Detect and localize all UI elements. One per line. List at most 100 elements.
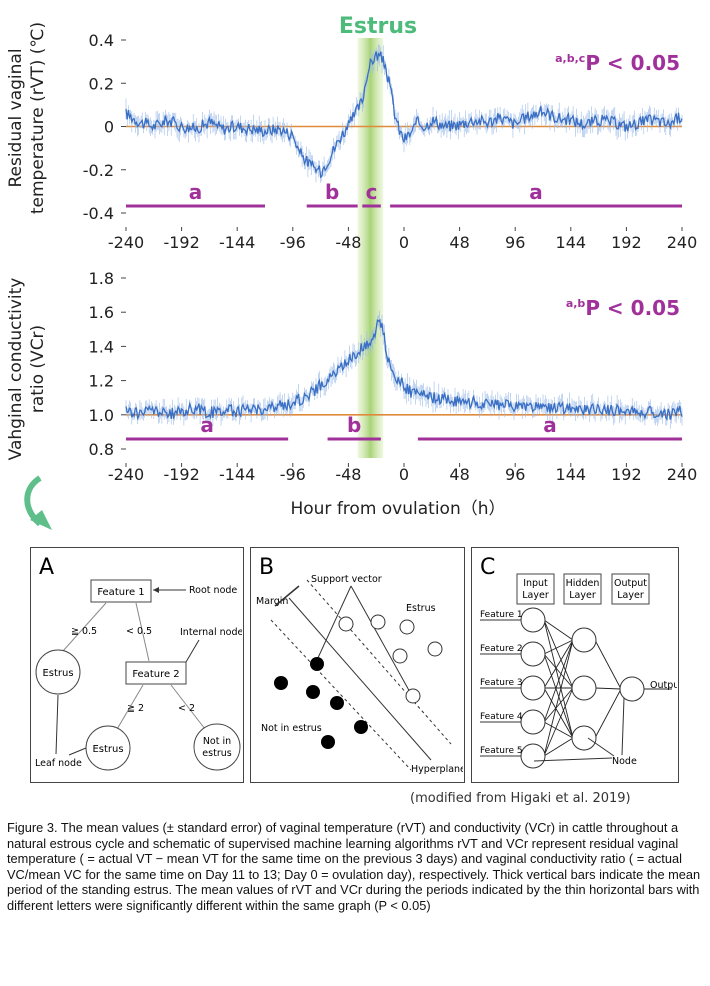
- edge: [594, 687, 622, 690]
- panel-svm: B Support vector Margin Estrus Not in es…: [250, 547, 466, 783]
- feature-label: Feature 2: [480, 644, 523, 654]
- significance-letter: b: [325, 180, 339, 204]
- significance-letter: b: [347, 413, 361, 437]
- hidden-node: [571, 725, 597, 751]
- edge: [543, 639, 574, 655]
- x-tick-label: 96: [505, 233, 525, 252]
- hidden-layer-label: Hidden: [566, 578, 600, 589]
- input-layer-label: Input: [523, 578, 548, 589]
- margin-arrow-icon: [274, 585, 300, 607]
- vcr-ylabel-line2: ratio (VCr): [28, 325, 48, 413]
- feature-label: Feature 1: [480, 610, 523, 620]
- output-node: [619, 676, 645, 702]
- hyperplane-line: [288, 597, 432, 761]
- significance-letter: c: [366, 180, 378, 204]
- vcr-ylabel-line1: Vahginal conductivity: [6, 278, 26, 461]
- y-tick-label: 1.6: [89, 303, 114, 322]
- vcr-chart: 0.8 1.0 1.2 1.4 1.6 1.8 -240 -192 -144 -96 -48 0 48 9…: [89, 269, 698, 484]
- y-tick-label: 1.0: [89, 406, 114, 425]
- x-tick-label: -96: [280, 465, 306, 484]
- curved-arrow-head-icon: [30, 510, 52, 530]
- feature1-label: Feature 1: [97, 587, 144, 598]
- edge: [594, 639, 622, 690]
- rvt-pvalue: a,b,cP < 0.05: [555, 51, 680, 75]
- input-node: [520, 675, 546, 701]
- feature1-node: [90, 579, 152, 603]
- internal-node-label: Internal node: [180, 627, 242, 638]
- arrowhead-icon: [153, 587, 159, 593]
- internal-node-arrow-icon: [185, 639, 200, 663]
- x-tick-label: -192: [163, 233, 199, 252]
- edge: [594, 688, 622, 739]
- significance-letter: a: [189, 180, 203, 204]
- network-nodes: [520, 607, 645, 769]
- estrus-title: Estrus: [339, 14, 417, 39]
- edge: [543, 653, 574, 739]
- not-in-estrus-leaf: [193, 723, 241, 771]
- edge-line: [170, 684, 206, 730]
- edge: [543, 653, 574, 689]
- y-tick-label: 1.8: [89, 269, 114, 288]
- output-layer-label: Output: [614, 578, 647, 589]
- node-label: Node: [612, 756, 637, 767]
- leaf-node-label: Leaf node: [35, 758, 82, 769]
- x-tick-label: 48: [449, 233, 469, 252]
- estrus-points: [338, 614, 443, 704]
- vcr-pvalue: a,bP < 0.05: [566, 296, 680, 320]
- significance-letter: a: [543, 413, 557, 437]
- support-arrow-icon: [316, 585, 352, 661]
- x-tick-label: -48: [335, 233, 361, 252]
- x-tick-label: 48: [449, 465, 469, 484]
- margin-line: [270, 619, 412, 771]
- y-tick-label: -0.4: [83, 204, 114, 223]
- estrus-left-label: Estrus: [42, 668, 73, 679]
- edge: [543, 619, 574, 739]
- rvt-ylabel-line1: Residual vaginal: [6, 48, 26, 187]
- x-tick-label: -240: [108, 233, 144, 252]
- y-tick-label: 0.8: [89, 440, 114, 459]
- not-in-estrus-label: Not in estrus: [261, 723, 322, 734]
- ge2-label: ≧ 2: [127, 703, 144, 714]
- input-node: [520, 743, 546, 769]
- feature2-node: [125, 661, 187, 685]
- panel-decision-tree: A Feature 1 Root node ≧ 0.5 < 0.5 Estrus…: [30, 547, 244, 783]
- x-tick-label: -48: [335, 465, 361, 484]
- feature-label: Feature 5: [480, 746, 523, 756]
- edge: [543, 639, 574, 757]
- edge: [543, 721, 574, 739]
- edge: [543, 619, 574, 641]
- y-tick-label: 0.2: [89, 74, 114, 93]
- lt05-label: < 0.5: [126, 626, 152, 637]
- x-tick-label: -144: [219, 465, 255, 484]
- margin-label: Margin: [256, 596, 288, 607]
- rvt-chart: -0.4 -0.2 0 0.2 0.4 -240 -192 -144 -96 -48 0 48 96 14…: [83, 31, 697, 252]
- figure-caption: Figure 3. The mean values (± standard er…: [7, 820, 701, 913]
- series-line: [125, 318, 683, 422]
- estrus-mid-label: Estrus: [92, 744, 123, 755]
- not-in-estrus-points: [274, 657, 368, 749]
- edge: [543, 687, 574, 757]
- x-tick-label: -96: [280, 233, 306, 252]
- output-label: Output: [650, 680, 677, 691]
- feature-labels: Feature 1 Feature 2 Feature 3 Feature 4 Feat…: [480, 610, 523, 757]
- x-tick-label: 0: [399, 465, 409, 484]
- figure-credit: (modified from Higaki et al. 2019): [410, 791, 631, 806]
- node-arrow-icon: [533, 757, 613, 762]
- leaf-arrow-icon: [55, 694, 59, 755]
- input-layer-box: [516, 573, 555, 605]
- feature-label: Feature 3: [480, 678, 523, 688]
- root-node-label: Root node: [189, 585, 237, 596]
- node-arrow-icon: [587, 737, 615, 757]
- x-axis-title: Hour from ovulation（h）: [290, 499, 505, 519]
- hidden-node: [571, 627, 597, 653]
- hyperplane-label: Hyperplane: [411, 764, 463, 775]
- edge-line: [62, 602, 107, 652]
- not-in-line2: estrus: [202, 748, 231, 759]
- edge: [543, 737, 574, 757]
- y-tick-label: 1.4: [89, 337, 114, 356]
- x-tick-label: 240: [667, 465, 698, 484]
- hidden-layer-label2: Layer: [569, 590, 596, 601]
- edge: [543, 687, 574, 723]
- y-tick-label: 0.4: [89, 31, 114, 50]
- panel-a-label: A: [39, 555, 54, 580]
